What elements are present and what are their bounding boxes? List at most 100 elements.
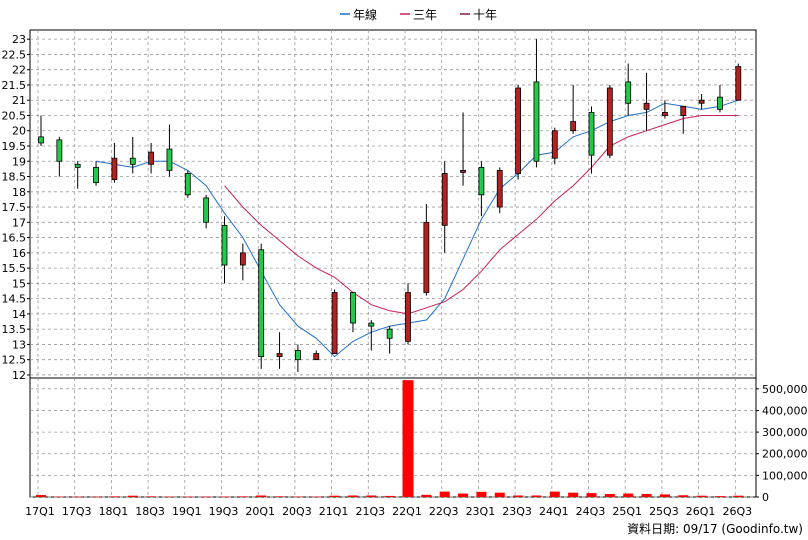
ma-line-三年 — [224, 115, 739, 315]
volume-bar — [549, 491, 560, 497]
candle — [258, 243, 265, 369]
legend-label: 年線 — [353, 7, 377, 22]
candle — [735, 63, 742, 101]
volume-bar — [439, 491, 450, 497]
candle — [405, 283, 411, 345]
volume-tick-label: 0 — [762, 491, 769, 504]
volume-bar — [182, 496, 193, 498]
price-y-axis: 12 12.5 13 13.5 14 14.5 15 15.5 16 16.5 17 17.5 18 18… — [2, 33, 30, 382]
volume-bar — [733, 495, 744, 497]
volume-panel: 0 100,000 200,000 300,000 400,000 500,000 — [29, 377, 808, 504]
volume-bar — [476, 491, 487, 497]
candle — [496, 167, 503, 214]
candle — [717, 84, 723, 113]
candle-body — [496, 170, 503, 208]
volume-bar — [641, 493, 652, 497]
volume-bar — [714, 496, 725, 497]
price-tick-label: 21.5 — [2, 79, 27, 92]
candle-body — [221, 224, 228, 266]
volume-bar — [292, 496, 303, 498]
candle-body — [386, 328, 393, 339]
volume-bar — [678, 495, 689, 497]
volume-tick-label: 200,000 — [762, 448, 808, 461]
candle-body — [441, 173, 448, 226]
candle-body — [166, 148, 173, 171]
candle — [184, 170, 191, 198]
volume-tick-label: 400,000 — [762, 404, 808, 417]
volume-bar — [421, 494, 432, 497]
candle — [515, 84, 521, 180]
candle-body — [111, 157, 118, 180]
price-tick-label: 13 — [12, 338, 26, 351]
candle — [148, 142, 155, 174]
candle-body — [313, 353, 320, 361]
candle-body — [423, 221, 430, 293]
x-tick-label: 18Q1 — [99, 505, 129, 518]
candle-body — [625, 81, 632, 104]
x-tick-label: 25Q1 — [612, 505, 642, 518]
candle — [460, 112, 466, 186]
volume-bar — [458, 493, 469, 497]
candle — [423, 204, 430, 296]
legend: 年線 三年 十年 — [340, 7, 497, 22]
x-tick-label: 19Q3 — [209, 505, 239, 518]
x-tick-label: 26Q3 — [722, 505, 752, 518]
price-tick-label: 22.5 — [2, 48, 27, 61]
price-tick-label: 18 — [12, 186, 26, 199]
price-panel: 12 12.5 13 13.5 14 14.5 15 15.5 16 16.5 17 17.5 18 18… — [2, 29, 757, 382]
candle-body — [478, 166, 485, 196]
x-tick-label: 25Q3 — [649, 505, 679, 518]
legend-label: 十年 — [473, 8, 497, 22]
candle — [74, 161, 81, 189]
price-tick-label: 19.5 — [2, 140, 27, 153]
candle-body — [258, 249, 265, 358]
volume-bar — [568, 492, 579, 497]
ma-line-年線 — [96, 99, 739, 358]
candle — [551, 127, 558, 165]
volume-plot-area — [29, 377, 757, 498]
candle-body — [735, 66, 742, 101]
candle-body — [276, 353, 283, 358]
candle — [111, 142, 118, 183]
x-tick-label: 19Q1 — [172, 505, 202, 518]
candle-body — [570, 121, 577, 132]
volume-tick-label: 100,000 — [762, 469, 808, 482]
candle-body — [294, 350, 301, 361]
volume-bar — [311, 496, 322, 498]
candle-body — [38, 136, 44, 144]
price-tick-label: 21 — [12, 94, 26, 107]
volume-bar — [256, 495, 267, 497]
price-tick-label: 16.5 — [2, 232, 27, 245]
candle-body — [331, 292, 338, 354]
candle-body — [606, 87, 613, 156]
candle — [93, 161, 99, 186]
candlesticks — [38, 39, 742, 372]
candle-body — [74, 163, 81, 168]
candle-body — [643, 102, 650, 110]
candle-body — [662, 112, 668, 116]
candle-body — [368, 322, 375, 327]
price-tick-label: 16 — [12, 247, 26, 260]
price-tick-label: 18.5 — [2, 171, 27, 184]
candle — [239, 243, 246, 281]
x-tick-label: 24Q3 — [576, 505, 606, 518]
volume-bar — [146, 496, 157, 497]
volume-bar — [384, 495, 395, 497]
x-tick-label: 21Q3 — [355, 505, 385, 518]
candle — [625, 63, 632, 116]
volume-bar — [513, 495, 524, 497]
candle — [478, 161, 485, 217]
price-tick-label: 12.5 — [2, 354, 27, 367]
candle-body — [717, 96, 723, 110]
volume-bar — [696, 495, 707, 497]
price-tick-label: 17 — [12, 216, 26, 229]
candle-body — [239, 252, 246, 266]
candle-body — [460, 170, 466, 173]
candle — [313, 350, 320, 361]
candle-body — [203, 197, 210, 223]
volume-tick-label: 300,000 — [762, 426, 808, 439]
volume-bar — [402, 380, 414, 497]
volume-bar — [164, 496, 175, 498]
volume-bar — [604, 493, 615, 497]
